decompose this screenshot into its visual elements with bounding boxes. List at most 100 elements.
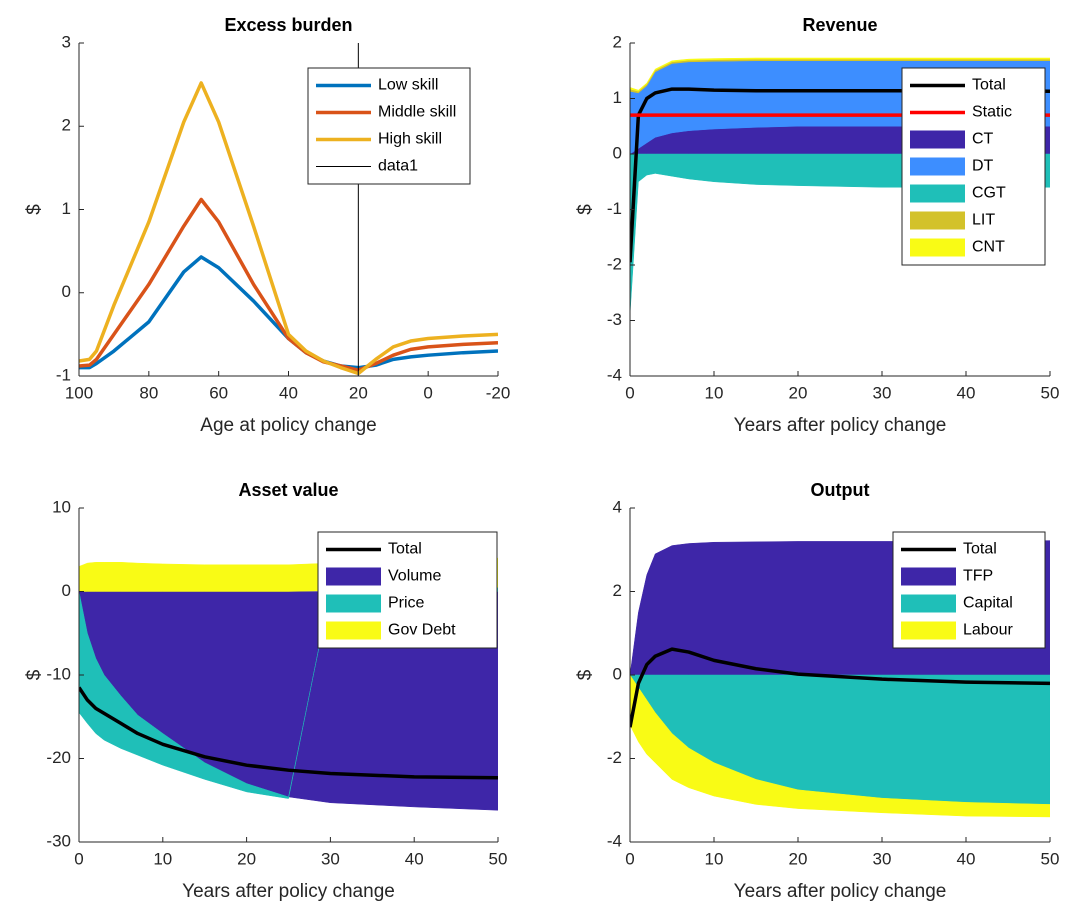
- x-tick-label: 50: [489, 849, 508, 868]
- legend-label: Middle skill: [378, 104, 456, 121]
- line: [79, 81, 498, 376]
- legend-label: TFP: [963, 568, 993, 585]
- x-tick-label: 10: [153, 849, 172, 868]
- y-tick-label: -1: [607, 199, 622, 218]
- area: [79, 587, 498, 799]
- y-tick-label: -20: [46, 748, 71, 767]
- plot-area: [79, 43, 498, 376]
- legend-label: Total: [972, 77, 1006, 94]
- x-tick-label: 50: [1041, 383, 1060, 402]
- x-tick-label: -20: [486, 383, 511, 402]
- x-tick-label: 20: [349, 383, 368, 402]
- y-tick-label: 0: [613, 664, 622, 683]
- legend-swatch: [901, 594, 956, 613]
- y-tick-label: 1: [613, 88, 622, 107]
- legend-label: data1: [378, 158, 418, 175]
- legend-swatch: [910, 211, 965, 230]
- y-tick-label: 4: [613, 497, 622, 516]
- x-tick-label: 20: [789, 849, 808, 868]
- legend-swatch: [326, 567, 381, 586]
- x-axis-label: Age at policy change: [200, 415, 376, 436]
- legend-swatch: [910, 184, 965, 203]
- area: [630, 674, 1050, 818]
- chart-title: Revenue: [802, 15, 877, 35]
- chart-title: Asset value: [238, 480, 338, 500]
- y-tick-label: -2: [607, 748, 622, 767]
- legend-label: Total: [388, 541, 422, 558]
- y-tick-label: -4: [607, 831, 622, 850]
- x-tick-label: 100: [65, 383, 93, 402]
- y-axis-label: $: [575, 669, 596, 680]
- y-tick-label: -1: [56, 365, 71, 384]
- legend-label: LIT: [972, 212, 995, 229]
- area: [630, 57, 1050, 92]
- y-tick-label: -4: [607, 365, 622, 384]
- x-tick-label: 0: [423, 383, 432, 402]
- y-axis-label: $: [24, 669, 45, 680]
- x-tick-label: 0: [625, 849, 634, 868]
- chart-title: Excess burden: [224, 15, 352, 35]
- legend-label: DT: [972, 158, 994, 175]
- line: [630, 87, 1050, 263]
- x-tick-label: 10: [705, 383, 724, 402]
- y-tick-label: 0: [62, 581, 71, 600]
- y-tick-label: 2: [613, 581, 622, 600]
- legend-swatch: [901, 567, 956, 586]
- x-tick-label: 40: [957, 383, 976, 402]
- x-tick-label: 80: [139, 383, 158, 402]
- line: [79, 686, 498, 780]
- x-axis-label: Years after policy change: [182, 881, 395, 902]
- y-tick-label: -10: [46, 664, 71, 683]
- y-tick-label: 0: [613, 143, 622, 162]
- legend-label: Volume: [388, 568, 441, 585]
- x-tick-label: 60: [209, 383, 228, 402]
- line: [79, 255, 498, 370]
- y-tick-label: -3: [607, 310, 622, 329]
- x-tick-label: 30: [873, 849, 892, 868]
- x-tick-label: 30: [873, 383, 892, 402]
- legend-label: Low skill: [378, 77, 438, 94]
- legend-label: Gov Debt: [388, 622, 456, 639]
- legend-label: Labour: [963, 622, 1013, 639]
- legend-swatch: [910, 238, 965, 257]
- y-tick-label: -30: [46, 831, 71, 850]
- y-tick-label: 2: [613, 32, 622, 51]
- x-tick-label: 10: [705, 849, 724, 868]
- legend-label: CT: [972, 131, 994, 148]
- x-tick-label: 50: [1041, 849, 1060, 868]
- legend-swatch: [910, 130, 965, 149]
- legend-swatch: [326, 621, 381, 640]
- legend-label: Total: [963, 541, 997, 558]
- y-axis-label: $: [24, 204, 45, 215]
- legend-swatch: [910, 157, 965, 176]
- legend-label: Static: [972, 104, 1012, 121]
- x-axis-label: Years after policy change: [734, 881, 947, 902]
- legend-box: [307, 67, 471, 185]
- line: [79, 197, 498, 372]
- line: [630, 647, 1050, 728]
- legend-label: Price: [388, 595, 425, 612]
- legend-label: High skill: [378, 131, 442, 148]
- x-axis-label: Years after policy change: [734, 415, 947, 436]
- x-tick-label: 40: [279, 383, 298, 402]
- y-tick-label: 1: [62, 199, 71, 218]
- x-tick-label: 40: [405, 849, 424, 868]
- y-tick-label: -2: [607, 254, 622, 273]
- legend-label: CGT: [972, 185, 1006, 202]
- x-tick-label: 0: [625, 383, 634, 402]
- y-tick-label: 10: [52, 497, 71, 516]
- y-tick-label: 2: [62, 116, 71, 135]
- y-tick-label: 0: [62, 282, 71, 301]
- x-tick-label: 20: [789, 383, 808, 402]
- x-tick-label: 40: [957, 849, 976, 868]
- legend-swatch: [901, 621, 956, 640]
- x-tick-label: 20: [237, 849, 256, 868]
- legend-label: Capital: [963, 595, 1013, 612]
- y-axis-label: $: [575, 204, 596, 215]
- chart-title: Output: [811, 480, 870, 500]
- legend-swatch: [326, 594, 381, 613]
- x-tick-label: 30: [321, 849, 340, 868]
- x-tick-label: 0: [74, 849, 83, 868]
- y-tick-label: 3: [62, 32, 71, 51]
